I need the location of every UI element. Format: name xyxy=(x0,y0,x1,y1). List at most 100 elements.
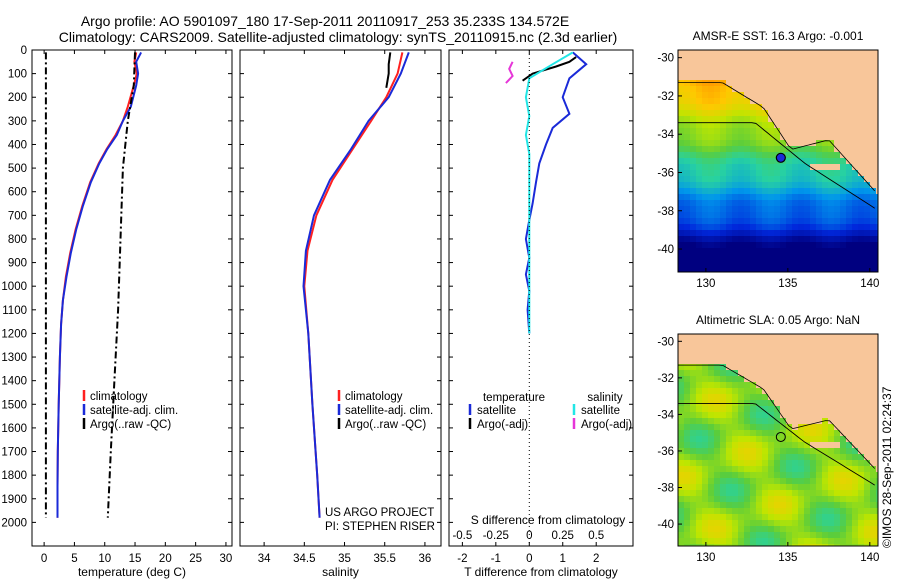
ocean-cell xyxy=(738,478,744,484)
land-cell xyxy=(804,62,810,68)
ocean-cell xyxy=(834,158,840,164)
ocean-cell xyxy=(714,382,720,388)
ocean-cell xyxy=(690,146,696,152)
land-cell xyxy=(828,400,834,406)
ocean-cell xyxy=(696,484,702,490)
land-cell xyxy=(798,334,804,340)
ocean-cell xyxy=(858,218,864,224)
ocean-cell xyxy=(774,502,780,508)
ocean-cell xyxy=(834,194,840,200)
ocean-cell xyxy=(708,194,714,200)
series-line xyxy=(385,52,392,88)
land-cell xyxy=(774,334,780,340)
ocean-cell xyxy=(732,460,738,466)
ocean-cell xyxy=(792,206,798,212)
ocean-cell xyxy=(708,98,714,104)
ocean-cell xyxy=(732,466,738,472)
ocean-cell xyxy=(750,466,756,472)
ocean-cell xyxy=(780,260,786,266)
ocean-cell xyxy=(780,218,786,224)
ocean-cell xyxy=(732,182,738,188)
ocean-cell xyxy=(828,460,834,466)
ocean-cell xyxy=(702,236,708,242)
land-cell xyxy=(804,370,810,376)
y-tick-label: 300 xyxy=(8,116,27,128)
land-cell xyxy=(774,352,780,358)
land-cell xyxy=(816,358,822,364)
ocean-cell xyxy=(768,260,774,266)
ocean-cell xyxy=(714,436,720,442)
ocean-cell xyxy=(792,158,798,164)
ocean-cell xyxy=(780,170,786,176)
land-cell xyxy=(732,62,738,68)
float-marker xyxy=(775,152,786,163)
ocean-cell xyxy=(714,412,720,418)
ocean-cell xyxy=(702,418,708,424)
land-cell xyxy=(798,104,804,110)
land-cell xyxy=(834,140,840,146)
ocean-cell xyxy=(858,508,864,514)
ocean-cell xyxy=(786,266,792,272)
ocean-cell xyxy=(708,376,714,382)
land-cell xyxy=(864,140,870,146)
ocean-cell xyxy=(792,466,798,472)
ocean-cell xyxy=(786,514,792,520)
ocean-cell xyxy=(804,218,810,224)
land-cell xyxy=(876,460,878,466)
ocean-cell xyxy=(774,170,780,176)
ocean-cell xyxy=(678,538,684,544)
land-cell xyxy=(876,80,878,86)
land-cell xyxy=(870,182,876,188)
land-cell xyxy=(810,442,816,448)
land-cell xyxy=(744,86,750,92)
ocean-cell xyxy=(828,526,834,532)
land-cell xyxy=(846,128,852,134)
land-cell xyxy=(822,134,828,140)
legend-label: climatology xyxy=(345,391,403,403)
ocean-cell xyxy=(822,532,828,538)
ocean-cell xyxy=(798,538,804,544)
land-cell xyxy=(834,104,840,110)
ocean-cell xyxy=(744,116,750,122)
land-cell xyxy=(804,358,810,364)
ocean-cell xyxy=(678,158,684,164)
land-cell xyxy=(834,358,840,364)
ocean-cell xyxy=(822,478,828,484)
land-cell xyxy=(852,352,858,358)
land-cell xyxy=(840,140,846,146)
ocean-cell xyxy=(786,490,792,496)
ocean-cell xyxy=(726,182,732,188)
ocean-cell xyxy=(714,502,720,508)
ocean-cell xyxy=(684,544,690,546)
land-cell xyxy=(852,388,858,394)
ocean-cell xyxy=(876,502,878,508)
ocean-cell xyxy=(738,188,744,194)
ocean-cell xyxy=(708,406,714,412)
land-cell xyxy=(702,62,708,68)
ocean-cell xyxy=(834,248,840,254)
land-cell xyxy=(798,134,804,140)
land-cell xyxy=(822,164,828,170)
ocean-cell xyxy=(714,460,720,466)
ocean-cell xyxy=(726,472,732,478)
land-cell xyxy=(840,122,846,128)
ocean-cell xyxy=(852,544,858,546)
land-cell xyxy=(834,98,840,104)
ocean-cell xyxy=(864,188,870,194)
ocean-cell xyxy=(846,236,852,242)
land-cell xyxy=(858,110,864,116)
ocean-cell xyxy=(738,140,744,146)
ocean-cell xyxy=(750,406,756,412)
ocean-cell xyxy=(834,236,840,242)
ocean-cell xyxy=(738,484,744,490)
ocean-cell xyxy=(684,364,690,370)
ocean-cell xyxy=(756,254,762,260)
ocean-cell xyxy=(750,454,756,460)
ocean-cell xyxy=(738,164,744,170)
y-tick-label: 1900 xyxy=(1,494,27,506)
ocean-cell xyxy=(738,200,744,206)
ocean-cell xyxy=(762,176,768,182)
ocean-cell xyxy=(774,146,780,152)
land-cell xyxy=(750,358,756,364)
ocean-cell xyxy=(864,248,870,254)
